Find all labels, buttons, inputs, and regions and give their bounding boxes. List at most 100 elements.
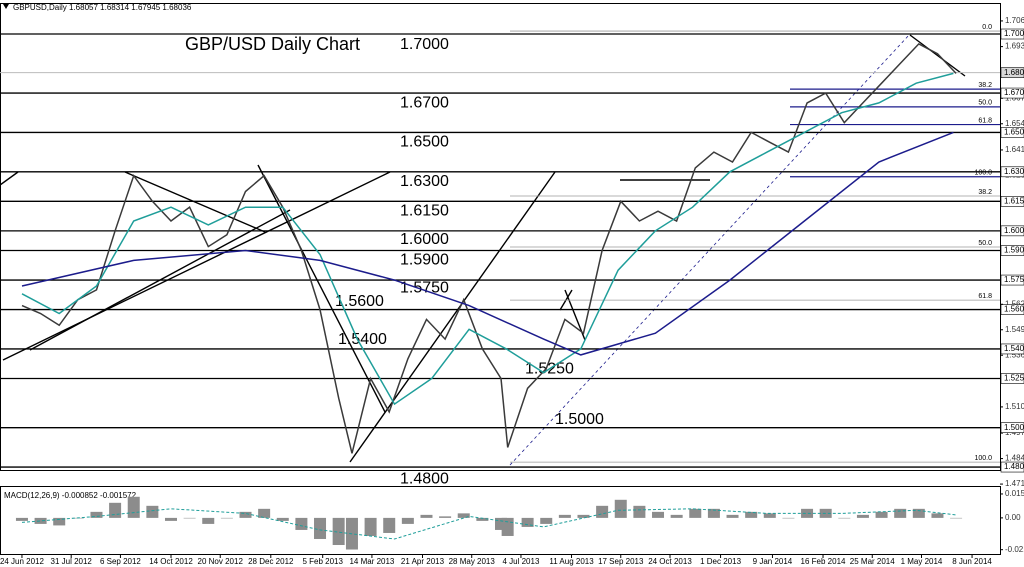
macd-bar — [596, 505, 609, 518]
macd-bar — [420, 514, 433, 518]
macd-bar — [689, 508, 702, 518]
macd-bar — [856, 514, 869, 518]
x-tick-label: 14 Mar 2013 — [349, 557, 394, 566]
level-label-box — [1000, 373, 1024, 384]
macd-bar — [782, 517, 795, 519]
x-tick-label: 11 Aug 2013 — [549, 557, 594, 566]
x-tick-label: 4 Jul 2013 — [502, 557, 539, 566]
fib-label: 50.0 — [978, 100, 992, 107]
level-label: 1.57500 — [1004, 275, 1024, 284]
x-tick-label: 24 Oct 2013 — [648, 557, 692, 566]
level-label-box — [1000, 196, 1024, 207]
macd-bar — [220, 517, 233, 519]
series-line — [21, 42, 957, 454]
macd-bar — [364, 517, 377, 536]
level-annotation: 1.6500 — [400, 134, 449, 151]
level-label: 1.60000 — [1004, 226, 1024, 235]
y-tick-label: 1.53680 — [1005, 350, 1024, 359]
macd-bar — [109, 502, 122, 518]
macd-bar — [614, 499, 627, 518]
x-tick-label: 21 Apr 2013 — [401, 557, 445, 566]
level-annotation: 1.6700 — [400, 94, 449, 111]
level-label-box — [1000, 245, 1024, 256]
macd-bar — [745, 511, 758, 518]
last-price-label: 1.68036 — [1004, 68, 1024, 77]
macd-bar — [558, 514, 571, 518]
macd-bar — [258, 508, 271, 518]
macd-bar — [950, 517, 963, 519]
menu-triangle — [3, 4, 9, 9]
fib-label: 38.2 — [978, 189, 992, 196]
fib-label: 61.8 — [978, 117, 992, 124]
level-label-box — [1000, 422, 1024, 433]
level-annotation: 1.5400 — [338, 331, 387, 348]
x-tick-label: 1 May 2014 — [901, 557, 943, 566]
macd-bar — [401, 517, 414, 524]
macd-frame — [0, 486, 1001, 555]
x-tick-label: 28 May 2013 — [449, 557, 496, 566]
level-label-box — [1000, 28, 1024, 40]
y-tick-label: 1.65440 — [1005, 119, 1024, 128]
level-label: 1.48000 — [1004, 462, 1024, 471]
y-tick-label: 1.47135 — [1005, 479, 1024, 488]
level-annotation: 1.6000 — [400, 231, 449, 248]
x-tick-label: 8 Jun 2014 — [952, 557, 992, 566]
macd-bar — [146, 505, 159, 518]
trend-line — [124, 171, 266, 233]
macd-bar — [476, 517, 489, 521]
macd-bar — [90, 511, 103, 518]
macd-bar — [652, 511, 665, 518]
level-label-box — [1000, 343, 1024, 355]
macd-bar — [912, 508, 925, 518]
macd-bar — [670, 514, 683, 518]
level-label-box — [1000, 274, 1024, 286]
level-annotation: 1.4800 — [400, 470, 449, 487]
level-annotation: 1.6300 — [400, 173, 449, 190]
macd-bar — [894, 508, 907, 518]
level-label: 1.70000 — [1004, 29, 1024, 38]
level-label: 1.65000 — [1004, 128, 1024, 137]
macd-bar — [127, 496, 140, 518]
level-label-box — [1000, 166, 1024, 178]
macd-bar — [53, 517, 66, 526]
macd-bar — [439, 516, 452, 518]
level-annotation: 1.6150 — [400, 203, 449, 220]
macd-bar — [801, 508, 814, 518]
macd-bar — [457, 513, 470, 518]
fib-label: 100.0 — [974, 170, 992, 177]
macd-bar — [838, 517, 851, 519]
level-annotation: 1.5000 — [555, 411, 604, 428]
fib-trend-line — [509, 33, 911, 466]
y-tick-label: 1.56270 — [1005, 299, 1024, 308]
level-annotation: 1.5750 — [400, 279, 449, 296]
trend-line — [257, 164, 386, 413]
fib-label: 50.0 — [978, 240, 992, 247]
macd-bar — [521, 517, 534, 527]
macd-bar — [540, 517, 553, 524]
macd-title: MACD(12,26,9) -0.000852 -0.001572 — [4, 491, 137, 500]
macd-bar — [633, 505, 646, 518]
trend-line — [0, 171, 19, 186]
y-tick-label: 1.70665 — [1005, 16, 1024, 25]
level-label: 1.63000 — [1004, 167, 1024, 176]
macd-bar — [239, 511, 252, 518]
y-tick-label: 1.51055 — [1005, 402, 1024, 411]
macd-bar — [726, 514, 739, 518]
fib-label: 0.0 — [982, 24, 992, 31]
level-label: 1.56000 — [1004, 305, 1024, 314]
level-annotation: 1.7000 — [400, 36, 449, 53]
main-frame — [0, 3, 1001, 471]
y-tick-label: 1.64110 — [1005, 145, 1024, 154]
macd-bar — [183, 517, 196, 519]
y-tick-label: 0.015872 — [1005, 489, 1024, 498]
trend-line — [2, 171, 391, 361]
x-tick-label: 1 Dec 2013 — [700, 557, 741, 566]
macd-bar — [383, 517, 396, 533]
y-tick-label: -0.021094 — [1005, 545, 1024, 554]
macd-bar — [202, 517, 215, 524]
level-label-box — [1000, 127, 1024, 138]
x-tick-label: 9 Jan 2014 — [753, 557, 793, 566]
level-label-box — [1000, 225, 1024, 237]
